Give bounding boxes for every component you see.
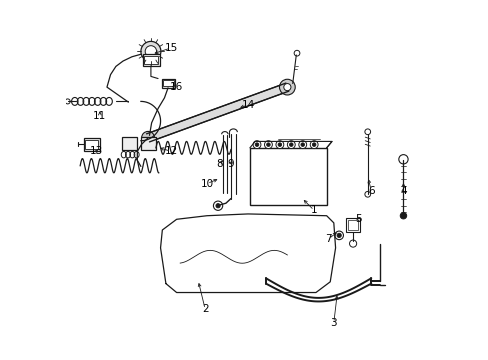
Text: 4: 4	[399, 186, 406, 196]
Circle shape	[255, 143, 258, 147]
Text: 1: 1	[310, 205, 317, 215]
Bar	[162, 78, 175, 88]
Text: 14: 14	[241, 100, 254, 110]
Bar	[163, 80, 173, 86]
Circle shape	[253, 141, 261, 149]
Circle shape	[309, 141, 317, 149]
Bar	[142, 54, 160, 66]
Circle shape	[364, 192, 370, 197]
Circle shape	[287, 141, 295, 149]
Circle shape	[349, 240, 356, 247]
Circle shape	[364, 129, 370, 135]
Bar	[144, 56, 158, 64]
Text: 8: 8	[216, 159, 223, 169]
Circle shape	[216, 203, 220, 208]
Text: 10: 10	[200, 179, 213, 189]
Circle shape	[142, 131, 154, 144]
Circle shape	[278, 143, 281, 147]
Circle shape	[213, 201, 222, 210]
Text: 12: 12	[164, 147, 178, 157]
Bar	[85, 140, 98, 149]
Text: 5: 5	[355, 214, 362, 224]
Bar	[347, 220, 358, 230]
Circle shape	[294, 50, 299, 56]
Circle shape	[264, 141, 272, 149]
Text: 13: 13	[89, 147, 102, 157]
Bar	[346, 218, 359, 232]
Circle shape	[400, 212, 406, 219]
Circle shape	[334, 231, 343, 240]
Circle shape	[266, 143, 270, 147]
Circle shape	[398, 155, 407, 164]
Text: 11: 11	[93, 111, 106, 121]
Text: 6: 6	[367, 186, 374, 196]
Text: 7: 7	[325, 234, 331, 244]
Circle shape	[141, 41, 161, 62]
Bar	[141, 138, 156, 150]
Circle shape	[145, 46, 156, 57]
Circle shape	[336, 233, 341, 238]
Circle shape	[298, 141, 306, 149]
Circle shape	[275, 141, 283, 149]
Circle shape	[289, 143, 292, 147]
Text: 3: 3	[330, 318, 336, 328]
Circle shape	[283, 84, 290, 91]
Bar	[83, 138, 100, 151]
Text: 9: 9	[226, 159, 233, 169]
Polygon shape	[146, 83, 288, 142]
Bar	[249, 148, 326, 205]
Circle shape	[300, 143, 304, 147]
Circle shape	[279, 79, 295, 95]
Text: 2: 2	[202, 304, 208, 314]
Text: 16: 16	[170, 82, 183, 92]
Bar	[122, 138, 137, 150]
Text: 15: 15	[164, 43, 178, 53]
Circle shape	[65, 99, 70, 104]
Circle shape	[312, 143, 315, 147]
